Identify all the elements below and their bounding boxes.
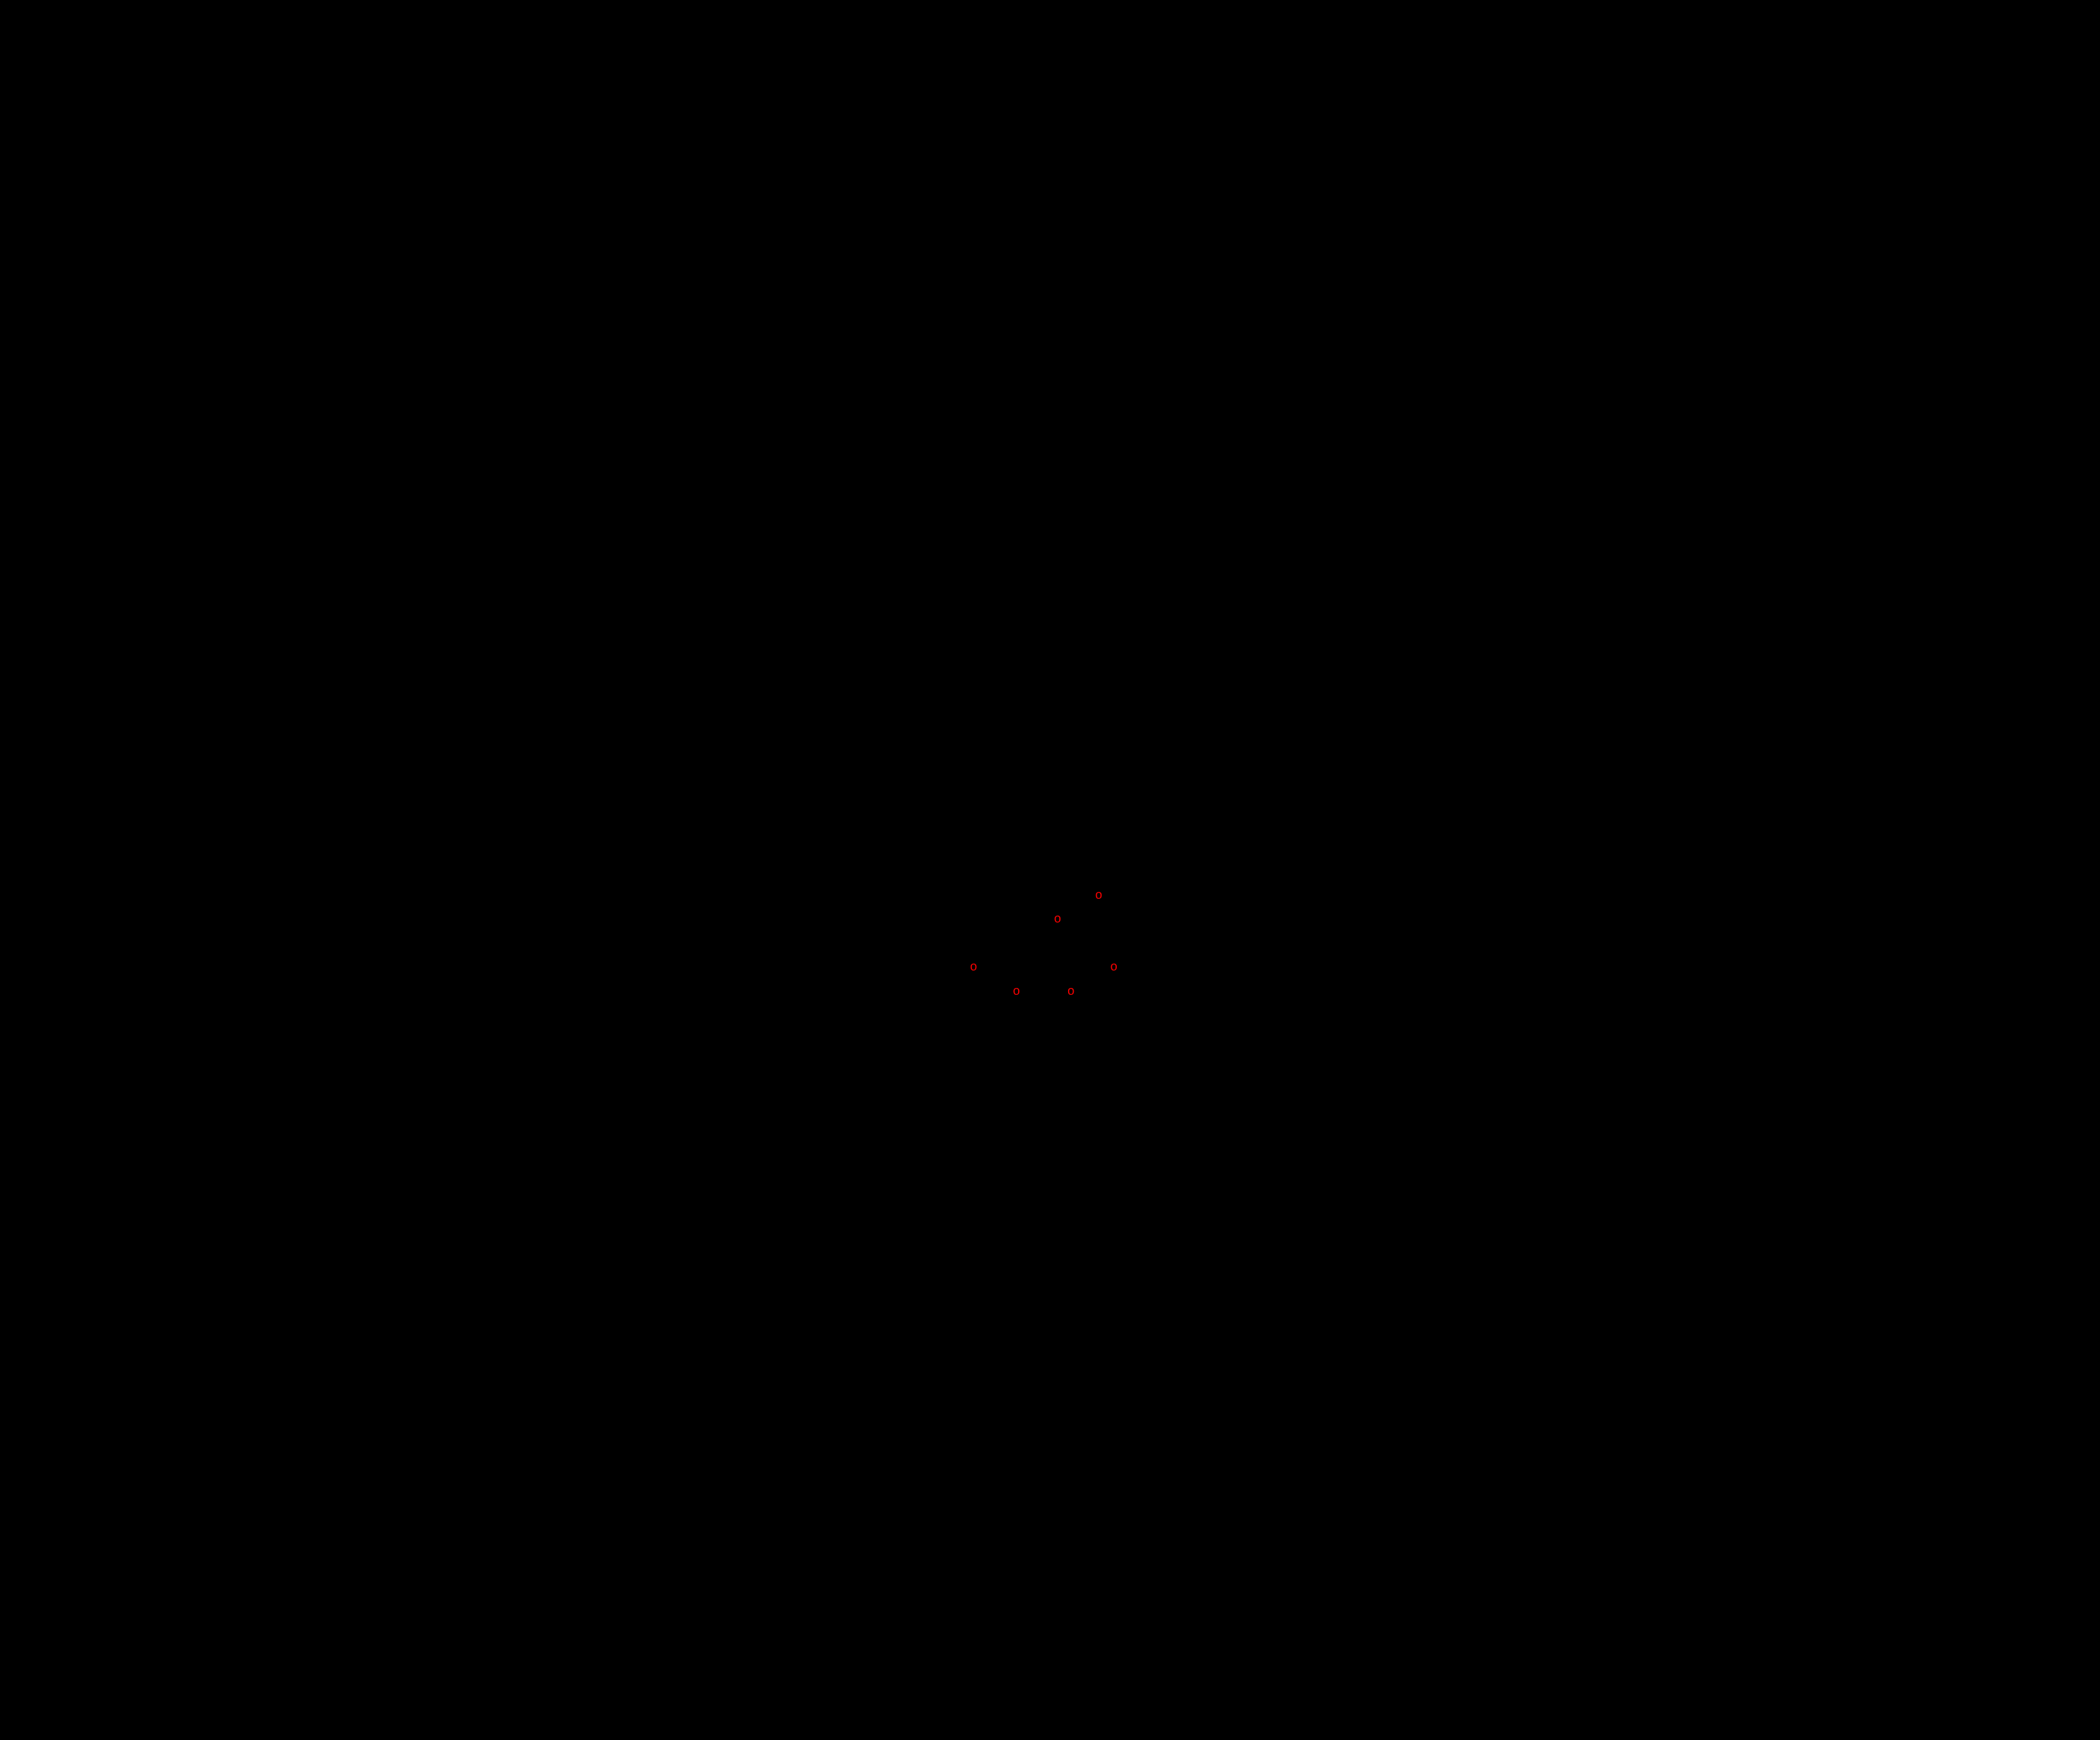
- marker-p5: o: [1013, 984, 1020, 997]
- marker-p1: o: [1095, 888, 1102, 901]
- marker-p4: o: [1111, 960, 1117, 973]
- marker-p3: o: [970, 960, 977, 973]
- marker-p2: o: [1054, 912, 1061, 925]
- diagram-canvas: o o o o o o: [630, 522, 1470, 1218]
- marker-p6: o: [1067, 984, 1074, 997]
